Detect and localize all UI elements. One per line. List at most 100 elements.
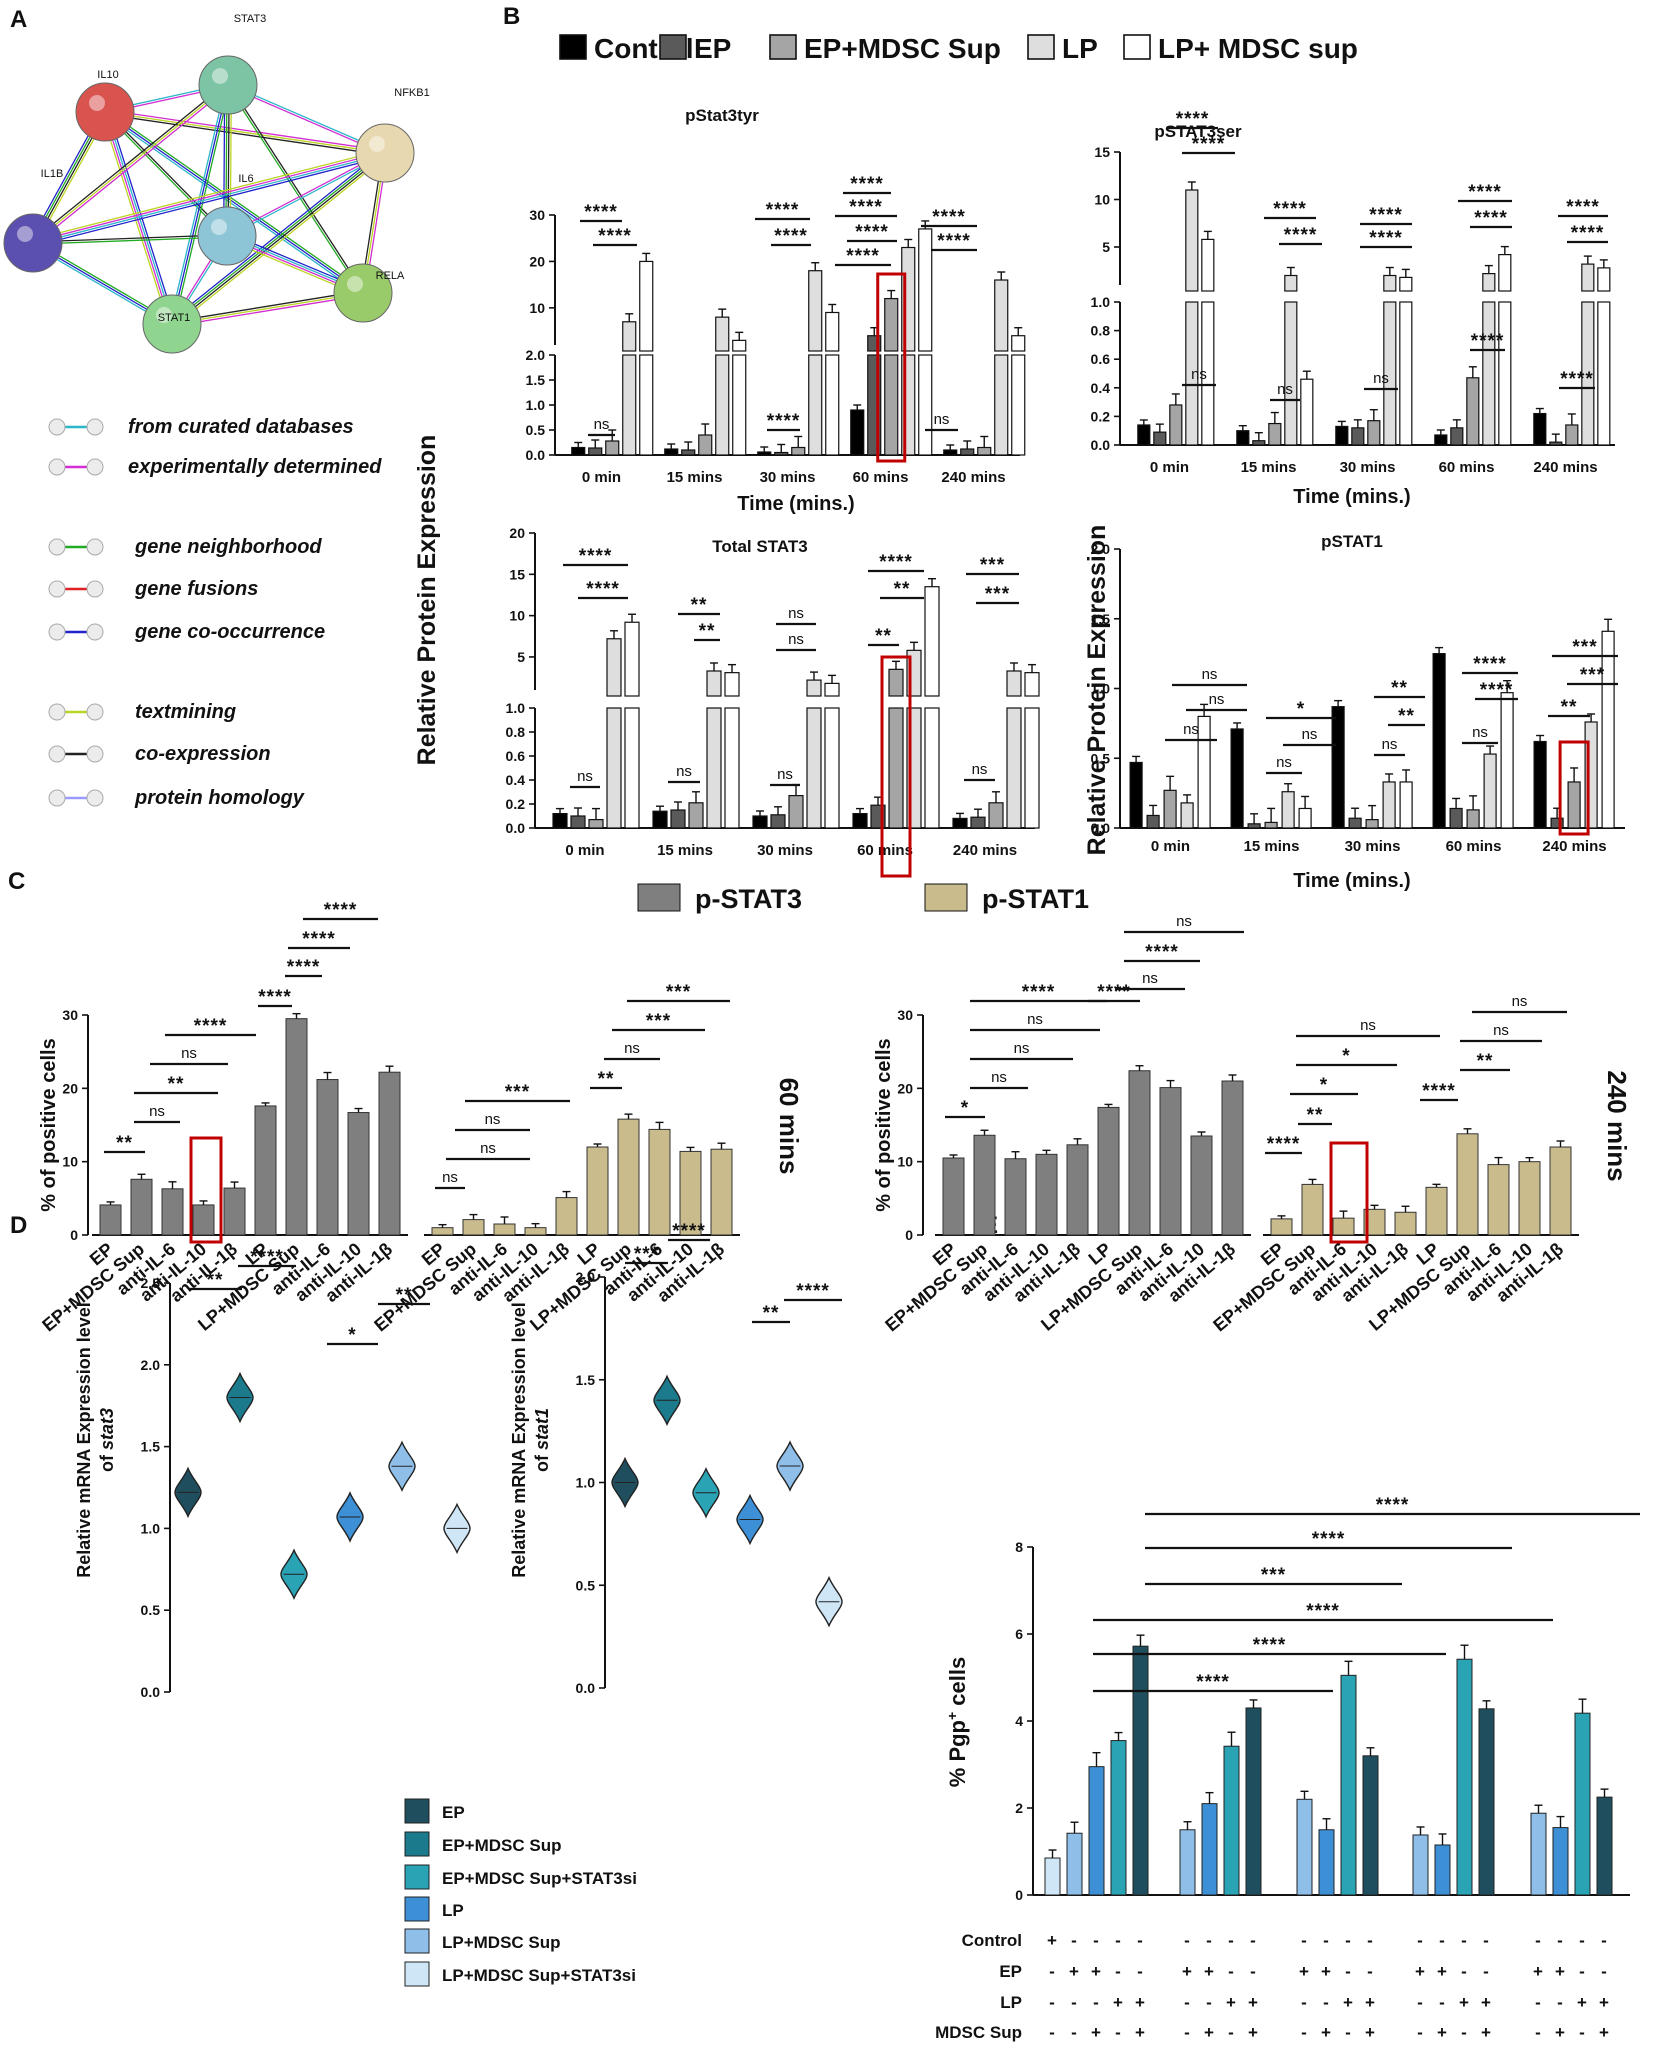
legend-node-icon: [86, 418, 104, 436]
bar-lp: [994, 279, 1009, 352]
condition-sign: +: [1069, 1962, 1079, 1981]
bar-ep-mdsc-sup: [977, 446, 992, 456]
y-tick-label: 0.6: [506, 748, 526, 764]
bar-ep-mdsc-sup: [888, 668, 904, 697]
condition-sign: +: [1459, 1993, 1469, 2012]
condition-sign: -: [1601, 1962, 1607, 1981]
bar-p-stat3: [378, 1071, 401, 1236]
sig-label: ***: [1261, 1565, 1286, 1586]
sig-label: ****: [584, 202, 618, 223]
bar-p-stat1: [617, 1118, 640, 1236]
bar-ep-mdsc-sup: [1565, 424, 1579, 446]
bar-lp-mdsc-sup: [724, 707, 740, 829]
bar-ep: [1549, 441, 1563, 446]
bar-control: [1432, 653, 1446, 829]
sig-label: ***: [634, 1244, 659, 1265]
x-tick-label: 240 mins: [941, 469, 1005, 486]
network-node-il6: [197, 206, 257, 266]
y-tick-label: 20: [509, 525, 525, 541]
y-tick-label: 0.8: [506, 724, 526, 740]
condition-sign: -: [1115, 1931, 1121, 1950]
sig-label: ns: [788, 631, 804, 648]
bar-lp-mdsc-sup: [1601, 630, 1615, 829]
y-tick-label: 0.0: [141, 1684, 161, 1700]
x-tick-label: 60 mins: [1439, 459, 1495, 476]
bar-pgp: [1201, 1803, 1218, 1896]
y-tick-label: 2: [1015, 1800, 1023, 1816]
sig-label: **: [207, 1270, 224, 1291]
bar-ep-mdsc-sup: [788, 794, 804, 829]
condition-sign: -: [1367, 1962, 1373, 1981]
bar-control: [1236, 430, 1250, 446]
bar-lp-mdsc-sup: [1024, 707, 1040, 829]
condition-sign: -: [1184, 1993, 1190, 2012]
network-node-label: NFKB1: [394, 87, 429, 99]
y-tick-label: 1.0: [141, 1520, 161, 1536]
condition-sign: -: [1345, 2023, 1351, 2042]
bar-lp-mdsc-sup: [1300, 378, 1314, 446]
network-node-stat1: [142, 294, 202, 354]
network-edge: [104, 113, 385, 156]
panel-label-b: B: [503, 3, 521, 30]
sig-label: ns: [1277, 381, 1293, 398]
bar-p-stat3: [1035, 1153, 1058, 1236]
bar-ep-mdsc-sup: [988, 802, 1004, 829]
sig-label: ns: [1472, 724, 1488, 741]
bar-p-stat1: [493, 1223, 516, 1236]
network-edge: [171, 290, 363, 323]
sig-label: ****: [850, 174, 884, 195]
x-tick-label: 15 mins: [657, 842, 713, 859]
bar-ep: [770, 814, 786, 829]
sig-label: ***: [1580, 665, 1605, 686]
panel-label-a: A: [10, 6, 28, 33]
sig-label: *: [1320, 1075, 1328, 1096]
legend-swatch: [559, 34, 587, 60]
sig-label: ns: [181, 1045, 197, 1062]
sig-label: ***: [666, 982, 691, 1003]
legend-label: LP+MDSC Sup: [442, 1933, 561, 1952]
condition-sign: -: [1579, 2023, 1585, 2042]
bar-p-stat3: [1221, 1080, 1244, 1236]
condition-sign: -: [1483, 1962, 1489, 1981]
sig-label: ****: [1192, 134, 1226, 155]
sig-label: *: [1342, 1046, 1350, 1067]
network-edge: [226, 151, 385, 236]
bar-p-stat3: [1004, 1158, 1027, 1236]
sig-label: ****: [1471, 331, 1505, 352]
node-highlight: [212, 68, 228, 84]
sig-label: ****: [258, 987, 292, 1008]
sig-label: ****: [766, 200, 800, 221]
sig-label: ns: [1493, 1022, 1509, 1039]
condition-sign: +: [1321, 2023, 1331, 2042]
node-highlight: [211, 219, 227, 235]
network-edge: [31, 82, 228, 242]
bar-lp: [1284, 274, 1298, 292]
highlight-box: [876, 272, 907, 463]
condition-sign: +: [1204, 2023, 1214, 2042]
condition-sign: -: [1228, 1931, 1234, 1950]
sig-label: ****: [1312, 1529, 1346, 1550]
sig-label: ns: [934, 411, 950, 428]
condition-sign: -: [1184, 1931, 1190, 1950]
condition-sign: -: [1417, 1931, 1423, 1950]
legend-swatch: [924, 883, 968, 912]
bar-ep: [681, 449, 696, 456]
bar-control: [1331, 706, 1345, 829]
bar-ep-mdsc-sup: [1264, 821, 1278, 829]
panel-label-c: C: [8, 868, 26, 895]
legend-swatch: [404, 1864, 430, 1890]
sig-label: ****: [1267, 1134, 1301, 1155]
sig-label: ****: [1145, 942, 1179, 963]
bar-lp: [1284, 301, 1298, 446]
sig-label: ***: [980, 555, 1005, 576]
condition-sign: -: [1579, 1931, 1585, 1950]
bar-lp: [1482, 301, 1496, 446]
sig-label: *: [961, 1098, 969, 1119]
highlight-box: [189, 1136, 223, 1244]
sig-label: **: [1398, 706, 1415, 727]
y-tick-label: 0.0: [506, 820, 526, 836]
network-node-il1b: [3, 213, 63, 273]
x-tick-label: 240 mins: [1542, 838, 1606, 855]
sig-label: ns: [1183, 721, 1199, 738]
bar-p-stat3: [192, 1204, 215, 1236]
